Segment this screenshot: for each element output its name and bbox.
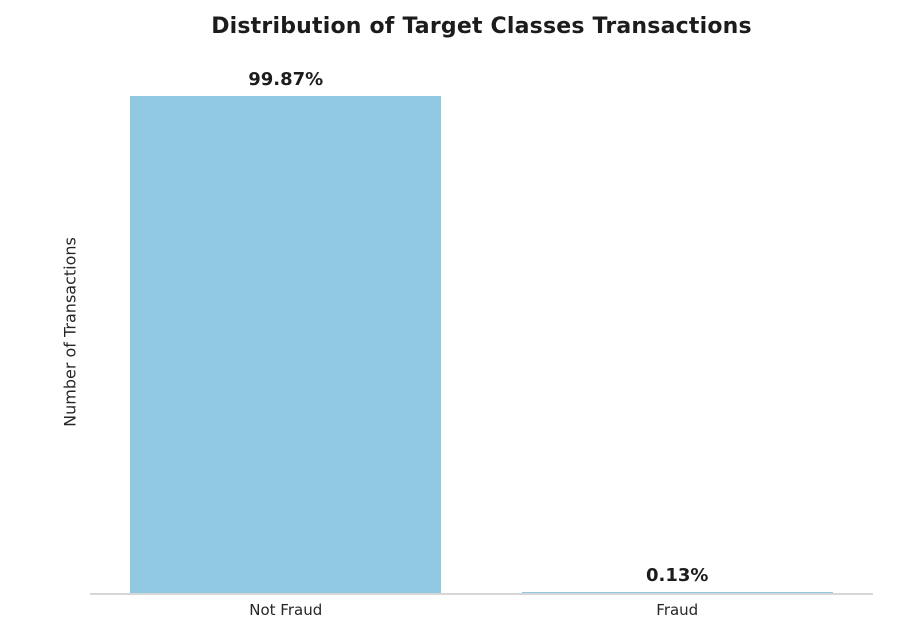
bar-group-fraud: 0.13% Fraud xyxy=(482,62,874,618)
bar-value-label-fraud: 0.13% xyxy=(646,565,709,587)
plot-area: 99.87% Not Fraud 0.13% Fraud xyxy=(90,62,874,618)
bar-value-label-not-fraud: 99.87% xyxy=(248,69,324,90)
y-axis-label: Number of Transactions xyxy=(60,237,80,427)
bar-not-fraud xyxy=(130,96,442,593)
x-tick-label-not-fraud: Not Fraud xyxy=(249,601,323,619)
x-tick-label-fraud: Fraud xyxy=(656,601,699,619)
bar-fraud xyxy=(521,592,833,593)
bar-group-not-fraud: 99.87% Not Fraud xyxy=(90,62,482,618)
chart-title: Distribution of Target Classes Transacti… xyxy=(211,14,752,39)
